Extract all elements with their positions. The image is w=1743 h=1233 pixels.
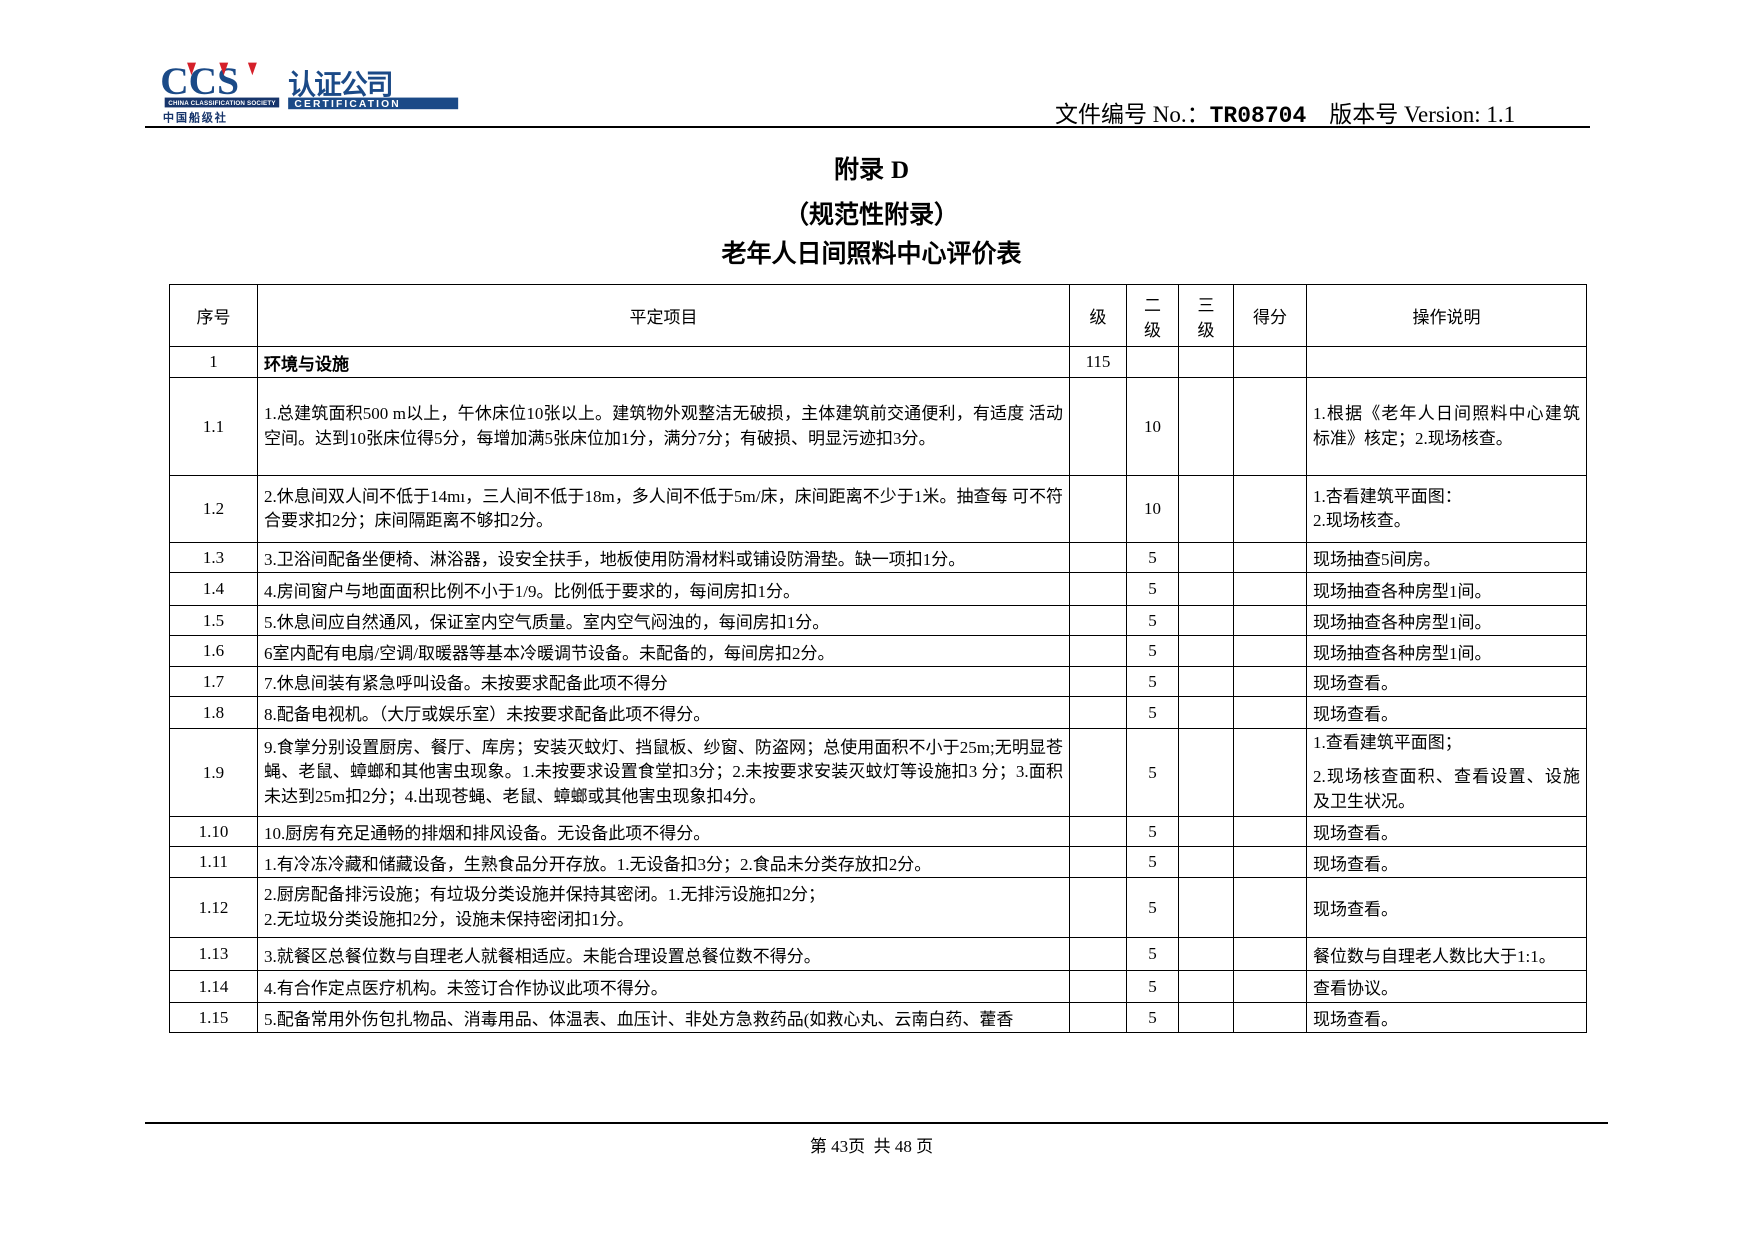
svg-text:CHINA CLASSIFICATION SOCIETY: CHINA CLASSIFICATION SOCIETY	[168, 100, 276, 107]
svg-text:认证公司: 认证公司	[288, 69, 392, 100]
svg-text:CCS: CCS	[160, 60, 239, 103]
svg-text:CERTIFICATION: CERTIFICATION	[294, 99, 400, 110]
svg-text:中国船级社: 中国船级社	[163, 111, 228, 125]
